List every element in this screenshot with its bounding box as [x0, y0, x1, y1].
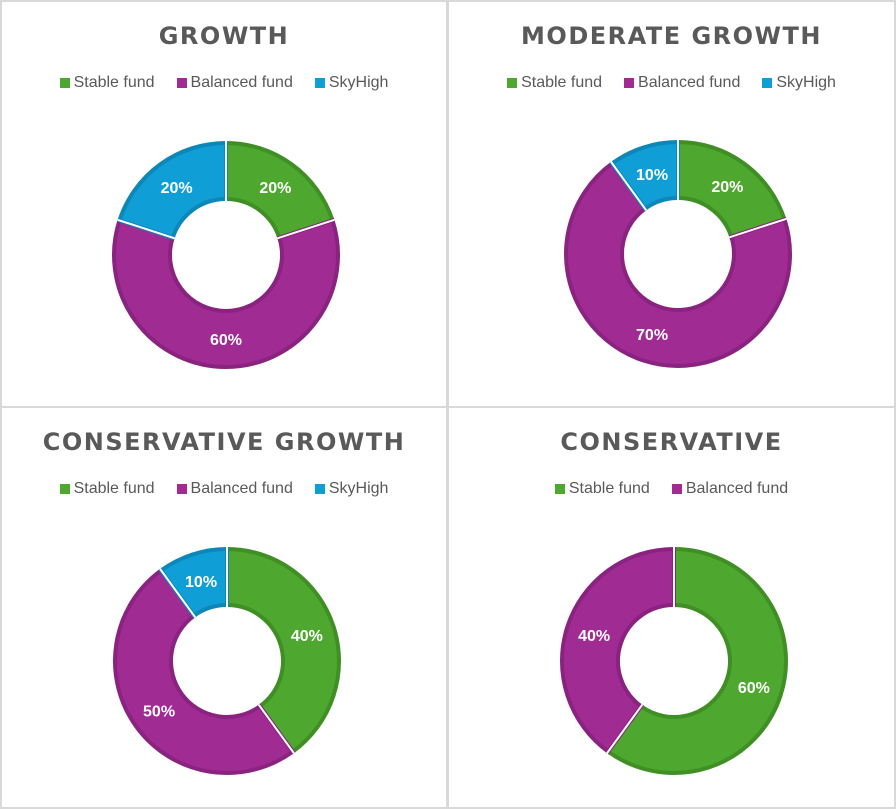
- legend-item-balanced: Balanced fund: [671, 480, 789, 498]
- legend-label: Stable fund: [568, 480, 650, 497]
- legend-item-balanced: Balanced fund: [624, 74, 740, 92]
- legend-swatch: [554, 484, 565, 494]
- data-label-stable: 60%: [738, 680, 770, 697]
- legend-item-stable: Stable fund: [507, 74, 602, 92]
- donut-chart: 20% 60% 20%: [112, 140, 340, 369]
- legend-label: Stable fund: [521, 74, 603, 91]
- data-label-stable: 40%: [291, 628, 323, 645]
- legend-swatch: [59, 78, 70, 88]
- chart-title: CONSERVATIVE: [560, 428, 783, 456]
- donut-slice-balanced: [112, 217, 340, 369]
- legend-item-stable: Stable fund: [554, 480, 650, 498]
- donut-chart: 60% 40%: [560, 546, 788, 775]
- chart-legend: Stable fund Balanced fund: [449, 480, 894, 498]
- chart-title: CONSERVATIVE GROWTH: [42, 428, 406, 456]
- data-label-skyhigh: 20%: [161, 180, 193, 197]
- chart-legend: Stable fund Balanced fund SkyHigh: [2, 74, 446, 92]
- legend-swatch: [59, 484, 70, 494]
- data-label-balanced: 60%: [210, 332, 242, 349]
- slice-separator: [610, 161, 648, 211]
- chart-legend: Stable fund Balanced fund SkyHigh: [449, 74, 894, 92]
- legend-label: Balanced fund: [685, 480, 789, 497]
- legend-swatch: [314, 78, 325, 88]
- legend-label: Stable fund: [73, 480, 155, 497]
- legend-label: Balanced fund: [190, 74, 293, 91]
- legend-swatch: [507, 78, 518, 88]
- legend-label: SkyHigh: [776, 74, 836, 91]
- legend-label: Stable fund: [73, 74, 155, 91]
- chart-title: MODERATE GROWTH: [521, 22, 822, 50]
- donut-slice-balanced: [564, 160, 792, 368]
- donut-slice-stable: [605, 546, 788, 775]
- chart-panel-moderate-growth: MODERATE GROWTH Stable fund Balanced fun…: [447, 0, 896, 408]
- chart-legend: Stable fund Balanced fund SkyHigh: [2, 480, 446, 498]
- chart-panel-conservative: CONSERVATIVE Stable fund Balanced fund 6…: [447, 406, 896, 809]
- data-label-balanced: 50%: [143, 703, 175, 720]
- legend-swatch: [671, 484, 682, 494]
- legend-item-stable: Stable fund: [59, 480, 155, 498]
- chart-title: GROWTH: [158, 22, 290, 50]
- slice-separator: [277, 218, 335, 240]
- legend-item-skyhigh: SkyHigh: [314, 480, 389, 498]
- donut-chart: 40% 50% 10%: [113, 546, 341, 775]
- donut-slice-balanced: [113, 567, 296, 775]
- donut-slice-stable: [225, 546, 341, 755]
- legend-item-skyhigh: SkyHigh: [762, 74, 836, 92]
- slice-separator: [729, 217, 787, 239]
- donut-slice-balanced: [560, 546, 676, 755]
- legend-label: Balanced fund: [190, 480, 293, 497]
- legend-item-stable: Stable fund: [59, 74, 155, 92]
- data-label-stable: 20%: [711, 179, 743, 196]
- legend-label: SkyHigh: [328, 74, 389, 91]
- legend-swatch: [176, 78, 187, 88]
- legend-swatch: [762, 78, 773, 88]
- chart-panel-growth: GROWTH Stable fund Balanced fund SkyHigh…: [0, 0, 448, 408]
- slice-separator: [159, 568, 197, 618]
- legend-item-skyhigh: SkyHigh: [314, 74, 389, 92]
- data-label-stable: 20%: [259, 180, 291, 197]
- legend-swatch: [176, 484, 187, 494]
- slice-separator: [117, 218, 175, 240]
- legend-item-balanced: Balanced fund: [176, 74, 293, 92]
- data-label-skyhigh: 10%: [636, 167, 668, 184]
- legend-item-balanced: Balanced fund: [176, 480, 293, 498]
- data-label-balanced: 40%: [578, 628, 610, 645]
- legend-label: SkyHigh: [328, 480, 389, 497]
- data-label-skyhigh: 10%: [185, 574, 217, 591]
- legend-label: Balanced fund: [638, 74, 741, 91]
- data-label-balanced: 70%: [636, 327, 668, 344]
- legend-swatch: [624, 78, 635, 88]
- slice-separator: [257, 704, 295, 754]
- donut-chart: 20% 70% 10%: [564, 139, 792, 368]
- slice-separator: [606, 704, 644, 754]
- legend-swatch: [314, 484, 325, 494]
- chart-panel-conservative-growth: CONSERVATIVE GROWTH Stable fund Balanced…: [0, 406, 448, 809]
